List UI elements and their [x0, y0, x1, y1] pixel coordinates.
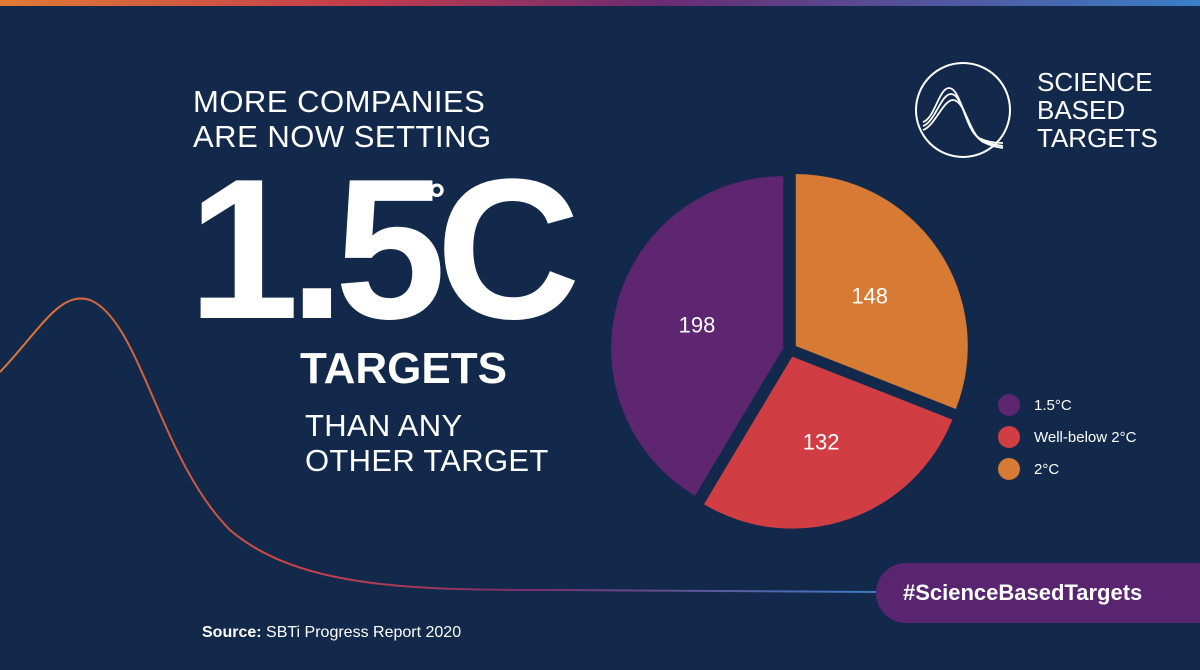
- logo-line-3: TARGETS: [1037, 123, 1158, 153]
- logo-wordmark: SCIENCE BASED TARGETS: [1037, 68, 1158, 152]
- top-gradient-bar: [0, 0, 1200, 6]
- pie-chart: 148 132 198: [611, 174, 968, 529]
- slice-well-below-2c: [703, 356, 953, 529]
- hashtag-badge[interactable]: #ScienceBasedTargets: [876, 563, 1200, 623]
- chart-legend: 1.5°C Well-below 2°C 2°C: [998, 392, 1136, 488]
- legend-swatch: [998, 458, 1020, 480]
- big-unit: C: [436, 138, 580, 361]
- slice-2c: [795, 174, 968, 409]
- subline-line-2: OTHER TARGET: [305, 443, 549, 478]
- legend-swatch: [998, 394, 1020, 416]
- legend-item-1-5c: 1.5°C: [998, 392, 1136, 418]
- wave-curves-icon: [915, 62, 1011, 158]
- slice-1-5c: [611, 176, 784, 496]
- headline: MORE COMPANIES ARE NOW SETTING: [193, 84, 492, 154]
- legend-label: 2°C: [1034, 460, 1060, 478]
- headline-line-2: ARE NOW SETTING: [193, 119, 492, 154]
- legend-item-well-below-2c: Well-below 2°C: [998, 424, 1136, 450]
- headline-line-1: MORE COMPANIES: [193, 84, 486, 119]
- big-number: 1.5: [188, 138, 446, 361]
- legend-label: 1.5°C: [1034, 396, 1072, 414]
- source-text: SBTi Progress Report 2020: [266, 624, 462, 641]
- legend-item-2c: 2°C: [998, 456, 1136, 482]
- source-label: Source:: [202, 624, 262, 641]
- data-label-2c: 148: [851, 284, 888, 309]
- subline-line-1: THAN ANY: [305, 408, 463, 443]
- logo-line-2: BASED: [1037, 95, 1126, 125]
- data-label-1-5c: 198: [679, 312, 716, 337]
- logo-line-1: SCIENCE: [1037, 67, 1153, 97]
- data-label-well-below-2c: 132: [803, 429, 840, 454]
- big-figure: 1.5C: [188, 150, 581, 350]
- degree-symbol: °: [428, 175, 446, 224]
- sbti-logo: SCIENCE BASED TARGETS: [913, 60, 1163, 165]
- legend-label: Well-below 2°C: [1034, 428, 1137, 446]
- legend-swatch: [998, 426, 1020, 448]
- subline: THAN ANY OTHER TARGET: [305, 408, 549, 478]
- source-citation: Source: SBTi Progress Report 2020: [202, 624, 461, 642]
- targets-word: TARGETS: [300, 344, 507, 393]
